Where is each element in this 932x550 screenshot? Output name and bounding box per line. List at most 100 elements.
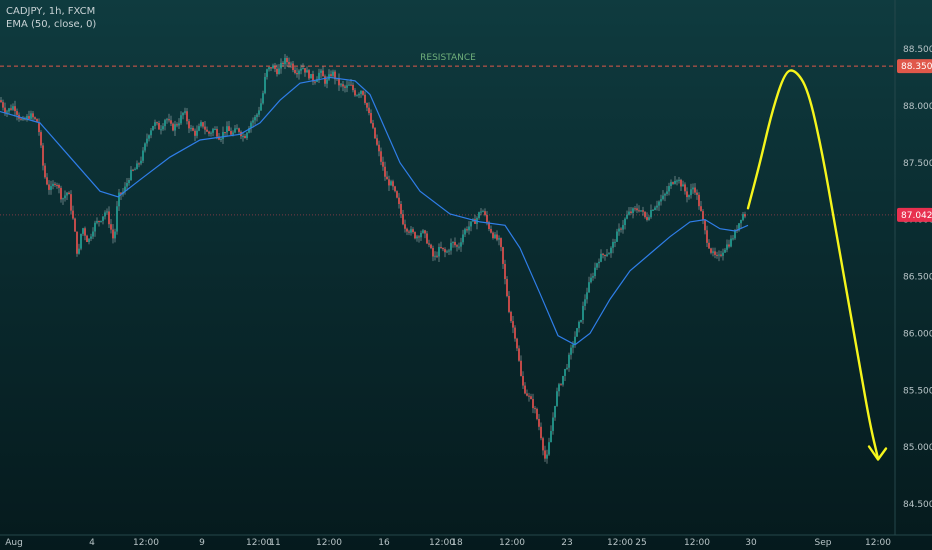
candle-body	[264, 76, 266, 94]
candle-body	[46, 177, 48, 185]
candle-body	[420, 232, 422, 238]
candle-body	[432, 248, 434, 257]
candle-body	[116, 206, 118, 232]
candle-body	[80, 233, 82, 249]
candle-body	[216, 129, 218, 137]
candle-body	[704, 220, 706, 231]
x-tick-label: 18	[451, 538, 463, 548]
candle-body	[648, 217, 650, 220]
candle-body	[114, 231, 116, 239]
projection-arrowhead	[867, 445, 888, 461]
candle-body	[190, 127, 192, 129]
candle-body	[146, 138, 148, 144]
candle-body	[360, 90, 362, 94]
candle-body	[738, 223, 740, 231]
candle-body	[500, 238, 502, 248]
candle-body	[446, 251, 448, 253]
candle-body	[712, 251, 714, 253]
candle-body	[8, 108, 10, 112]
candle-body	[530, 396, 532, 400]
candle-body	[484, 211, 486, 215]
candle-body	[662, 195, 664, 200]
candle-body	[518, 348, 520, 361]
candle-body	[450, 242, 452, 251]
candle-body	[156, 122, 158, 124]
candle-body	[576, 328, 578, 337]
candle-body	[112, 229, 114, 239]
candle-body	[330, 74, 332, 76]
candle-body	[342, 84, 344, 87]
candle-body	[598, 261, 600, 264]
candle-body	[280, 62, 282, 69]
candle-body	[724, 249, 726, 253]
candle-body	[186, 111, 188, 122]
candle-body	[666, 191, 668, 194]
candle-body	[312, 74, 314, 82]
candle-body	[524, 385, 526, 394]
candle-body	[268, 67, 270, 70]
candle-body	[528, 395, 530, 397]
candle-body	[744, 214, 746, 217]
candle-body	[710, 248, 712, 253]
candle-body	[130, 169, 132, 181]
candle-body	[600, 253, 602, 262]
candle-body	[196, 130, 198, 136]
candle-body	[566, 367, 568, 370]
candle-body	[658, 201, 660, 206]
candle-body	[732, 238, 734, 240]
candle-body	[84, 228, 86, 236]
candle-body	[174, 124, 176, 131]
candle-body	[454, 242, 456, 246]
candle-body	[616, 231, 618, 242]
candle-body	[352, 84, 354, 91]
candle-body	[526, 393, 528, 396]
candle-body	[154, 122, 156, 126]
candle-body	[396, 191, 398, 198]
candle-body	[604, 254, 606, 257]
y-tick-label: 88.500	[903, 45, 932, 55]
candle-body	[668, 186, 670, 192]
candle-body	[20, 118, 22, 120]
candle-body	[482, 211, 484, 213]
candle-body	[58, 184, 60, 188]
candle-body	[410, 229, 412, 233]
x-tick-label: 9	[199, 538, 205, 548]
y-tick-label: 87.500	[903, 159, 932, 169]
candle-body	[206, 129, 208, 132]
candle-body	[158, 123, 160, 130]
candle-body	[700, 206, 702, 212]
candle-body	[170, 120, 172, 124]
candle-body	[56, 184, 58, 186]
candle-body	[596, 263, 598, 268]
candle-body	[6, 111, 8, 113]
x-tick-label: 11	[269, 538, 280, 548]
candle-body	[64, 195, 66, 199]
candle-body	[302, 68, 304, 70]
candle-body	[44, 165, 46, 178]
candle-body	[688, 195, 690, 198]
candle-body	[516, 338, 518, 349]
candle-body	[532, 399, 534, 409]
y-tick-label: 86.500	[903, 273, 932, 283]
candle-body	[214, 129, 216, 131]
candle-body	[618, 228, 620, 232]
candle-body	[442, 247, 444, 250]
candle-body	[28, 116, 30, 119]
candle-body	[14, 106, 16, 112]
candle-body	[468, 226, 470, 231]
candle-body	[676, 180, 678, 182]
candle-body	[294, 69, 296, 74]
indicator-label: EMA (50, close, 0)	[6, 19, 97, 30]
candle-body	[120, 192, 122, 195]
ema-line	[0, 76, 749, 346]
candle-body	[96, 220, 98, 223]
candle-body	[422, 230, 424, 233]
candle-body	[34, 117, 36, 119]
candle-body	[160, 129, 162, 131]
chart-legend: CADJPY, 1h, FXCM EMA (50, close, 0)	[6, 5, 96, 31]
candle-body	[538, 418, 540, 427]
candle-body	[222, 132, 224, 140]
candle-body	[288, 62, 290, 65]
candle-body	[522, 376, 524, 386]
